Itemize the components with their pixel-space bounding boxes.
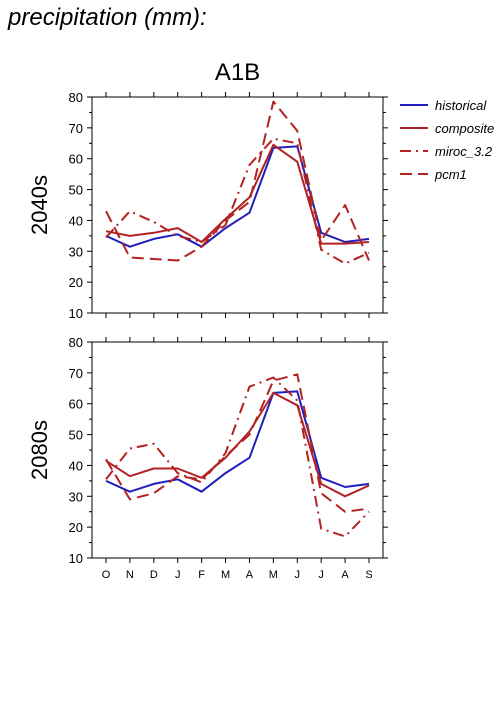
y-tick-label: 30 [69,489,83,504]
x-tick-label: S [365,569,372,581]
y-tick-label: 40 [69,213,83,228]
y-tick-label: 20 [69,275,83,290]
legend-label-miroc_3.2: miroc_3.2 [435,144,493,159]
y-tick-label: 70 [69,121,83,136]
y-tick-label: 30 [69,244,83,259]
x-tick-label: J [175,569,181,581]
series-line-miroc_3.2 [105,376,370,538]
plot-frame [91,341,384,559]
y-tick-label: 60 [69,152,83,167]
legend-label-composite: composite [435,121,494,136]
series-line-miroc_3.2 [105,137,370,265]
x-tick-label: O [102,569,111,581]
y-tick-label: 60 [69,397,83,412]
y-tick-label: 80 [69,90,83,105]
series-line-composite [105,391,370,498]
y-axis-label: 2080s [27,420,52,480]
y-tick-label: 10 [69,306,83,321]
series-line-composite [105,143,370,245]
x-tick-label: F [198,569,205,581]
x-tick-label: M [269,569,278,581]
x-tick-label: D [150,569,158,581]
y-tick-label: 20 [69,520,83,535]
page-title: precipitation (mm): [8,4,207,31]
y-tick-label: 50 [69,183,83,198]
legend-label-historical: historical [435,98,487,113]
series-line-pcm1 [105,100,370,262]
series-line-pcm1 [105,373,370,513]
y-tick-label: 70 [69,366,83,381]
y-tick-label: 80 [69,335,83,350]
chart-title: A1B [215,59,260,86]
y-tick-label: 10 [69,551,83,566]
series-line-historical [105,145,370,248]
x-tick-label: N [126,569,134,581]
y-tick-label: 50 [69,428,83,443]
series-line-historical [105,390,370,493]
x-tick-label: M [221,569,230,581]
legend-label-pcm1: pcm1 [434,167,467,182]
panel-2080s: 10 20 30 40 50 60 70 80 O N D J F M A M J J A S 2080s [27,335,388,581]
x-tick-label: J [295,569,301,581]
y-tick-label: 40 [69,458,83,473]
plot-frame [91,96,384,314]
legend: historical composite miroc_3.2 pcm1 [400,98,494,182]
panel-2040s: 10 20 30 40 50 60 70 80 2040s [27,90,388,321]
x-tick-label: A [246,569,254,581]
x-tick-label: A [341,569,349,581]
x-tick-label: J [318,569,324,581]
y-axis-label: 2040s [27,175,52,235]
